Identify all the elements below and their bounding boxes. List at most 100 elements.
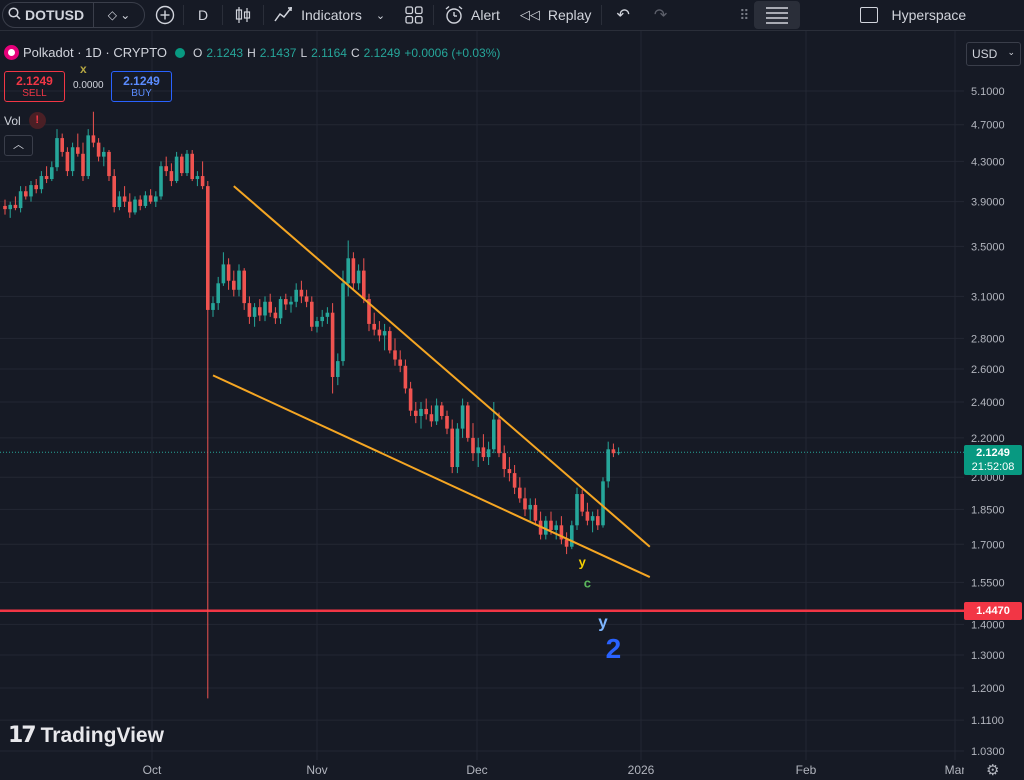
warning-icon[interactable]: ! (28, 112, 46, 129)
symbol-search[interactable]: DOTUSD ◇ ⌄ (2, 2, 145, 28)
candle-up (476, 447, 480, 454)
divider (222, 5, 224, 25)
redo-button[interactable]: ↷ (642, 0, 679, 30)
spread-x-label: x (80, 62, 87, 76)
undo-button[interactable]: ↶ (602, 0, 641, 30)
y-tick-label: 1.0300 (971, 746, 1005, 758)
candle-up (159, 166, 163, 197)
candle-up (341, 283, 345, 362)
candle-down (180, 156, 184, 174)
wedge-line-lower (212, 374, 651, 578)
candle-down (351, 258, 356, 284)
candle-down (60, 138, 64, 152)
candle-down (388, 331, 392, 351)
candle-up (195, 176, 200, 180)
level-price: 1.4470 (976, 605, 1010, 617)
candle-up (486, 449, 491, 458)
y-tick-label: 3.5000 (971, 241, 1005, 253)
templates-button[interactable] (395, 0, 433, 30)
candle-up (336, 361, 340, 377)
candle-down (393, 350, 397, 360)
ohlc-change: +0.0006 (+0.03%) (404, 45, 501, 60)
candle-up (606, 449, 610, 482)
ohlc-close: 2.1249 (363, 45, 401, 60)
candle-up (315, 321, 319, 327)
y-tick-label: 5.1000 (971, 86, 1005, 98)
indicators-label: Indicators (301, 7, 362, 23)
candle-down (512, 473, 517, 488)
chevron-down-icon: ⌄ (375, 9, 386, 22)
candle-up (492, 419, 496, 450)
layout-drag-handle[interactable]: ⠿ (735, 0, 753, 30)
candle-down (304, 296, 309, 302)
candle-down (611, 449, 616, 454)
compare-button[interactable] (145, 0, 183, 30)
menu-button[interactable] (753, 1, 800, 29)
divider (433, 5, 435, 25)
polkadot-logo-icon (4, 45, 19, 60)
candle-down (362, 270, 366, 300)
candle-down (232, 280, 236, 290)
y-tick-label: 3.9000 (971, 197, 1005, 209)
price-axis[interactable]: 5.1000 4.7000 4.3000 3.9000 3.5000 3.1000 2.80… (964, 31, 1024, 760)
candle-up (86, 135, 90, 177)
candle-up (570, 525, 574, 547)
candle-down (284, 299, 288, 305)
divider (601, 5, 603, 25)
candle-down (471, 437, 475, 454)
layout-button[interactable]: Hyperspace (852, 0, 975, 30)
candle-up (39, 176, 44, 190)
chart-type-button[interactable] (223, 0, 263, 30)
replay-button[interactable]: ◁◁ Replay (510, 0, 602, 30)
x-tick-label: Dec (466, 763, 487, 777)
candle-up (544, 520, 548, 535)
candle-down (367, 299, 371, 324)
axis-settings-button[interactable]: ⚙ (986, 761, 999, 779)
x-tick-label: Mar (945, 763, 964, 777)
last-price: 2.1249 (976, 447, 1010, 459)
currency-selector[interactable]: USD ⌄ (966, 42, 1021, 66)
candle-down (372, 323, 376, 330)
y-tick-label: 1.7000 (971, 539, 1005, 551)
divider (263, 5, 265, 25)
symbol-name: DOTUSD (25, 7, 85, 23)
candle-down (226, 264, 231, 281)
indicators-button[interactable]: Indicators ⌄ (264, 0, 395, 30)
diamond-icon[interactable]: ◇ ⌄ (107, 8, 131, 22)
x-tick-label: Nov (306, 763, 327, 777)
candle-down (299, 289, 304, 297)
sell-button[interactable]: 2.1249 SELL (4, 71, 65, 102)
candle-down (91, 135, 96, 143)
alert-button[interactable]: Alert (434, 0, 510, 30)
y-tick-label: 1.3000 (971, 650, 1005, 662)
candle-down (445, 415, 449, 429)
candle-down (24, 191, 28, 197)
candle-up (185, 153, 189, 174)
candle-down (330, 312, 335, 377)
y-tick-label: 4.7000 (971, 120, 1005, 132)
interval-button[interactable]: D (198, 7, 209, 23)
collapse-legend-button[interactable]: ︿ (4, 135, 33, 156)
y-tick-label: 2.8000 (971, 333, 1005, 345)
candle-up (528, 504, 532, 510)
candle-down (398, 359, 402, 366)
buy-button[interactable]: 2.1249 BUY (111, 71, 172, 102)
layout-label: Hyperspace (891, 7, 967, 23)
candle-down (408, 388, 413, 411)
divider (183, 5, 184, 25)
tradingview-logo: 𝟭𝟳 TradingView (8, 722, 164, 748)
candle-down (580, 494, 584, 512)
wave-label: 2 (606, 633, 622, 664)
symbol-legend: Polkadot · 1D · CRYPTO O 2.1243 H 2.1437 L… (4, 45, 500, 60)
candle-up (221, 264, 226, 284)
ohlc-high-label: H (247, 45, 256, 60)
candle-down (533, 504, 538, 521)
level-price-tag: 1.4470 (964, 602, 1022, 620)
divider (93, 2, 94, 28)
candle-up (460, 405, 465, 429)
candle-up (102, 151, 106, 157)
candle-down (518, 487, 522, 499)
candle-up (117, 196, 122, 208)
ohlc-low-label: L (300, 45, 308, 60)
